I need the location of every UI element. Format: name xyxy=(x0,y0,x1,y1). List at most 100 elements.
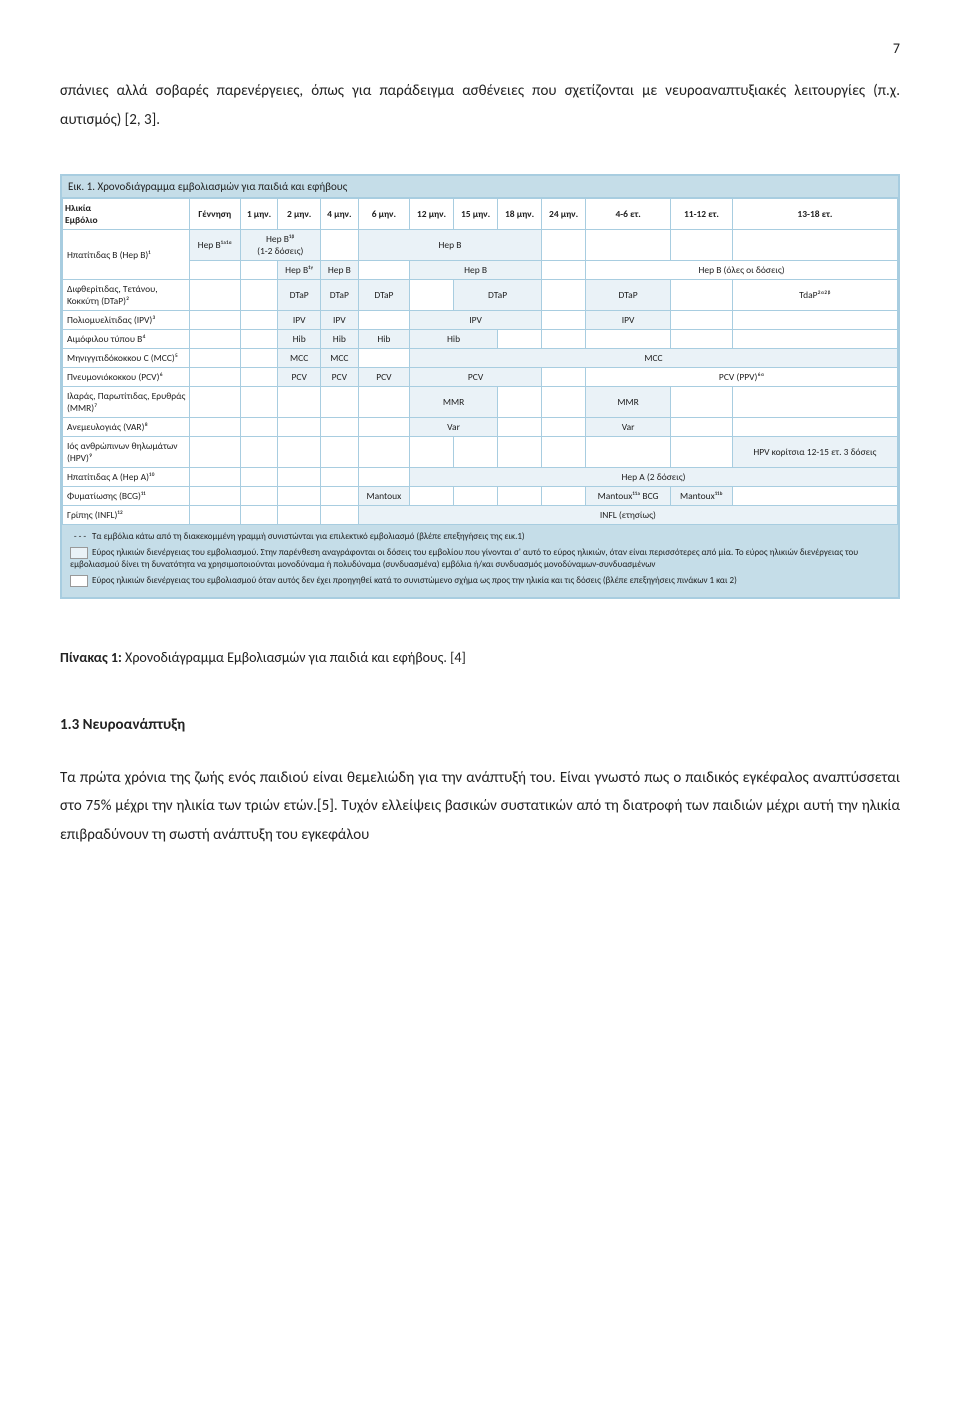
table-cell xyxy=(240,418,278,437)
table-cell: Mantoux¹¹ᵃ BCG xyxy=(586,487,671,506)
table-cell: Hep B (όλες οι δόσεις) xyxy=(586,261,898,280)
table-row: Ανεμευλογιάς (VAR)⁸VarVar xyxy=(63,418,898,437)
table-cell xyxy=(358,311,409,330)
table-cell: Hib xyxy=(358,330,409,349)
table-cell xyxy=(732,330,897,349)
table-cell: DTaP xyxy=(320,280,358,311)
column-header: 6 μην. xyxy=(358,199,409,230)
figure-footnotes: - - - Τα εμβόλια κάτω από τη διακεκομμέν… xyxy=(62,525,898,597)
footnote-line: Εύρος ηλικιών διενέργειας του εμβολιασμο… xyxy=(70,575,890,588)
table-cell xyxy=(454,437,498,468)
table-cell xyxy=(278,418,321,437)
table-cell xyxy=(498,487,542,506)
table-cell: Hep B xyxy=(358,230,541,261)
table-cell xyxy=(542,230,586,261)
vaccine-label: Φυματίωσης (BCG)¹¹ xyxy=(63,487,190,506)
vaccine-label: Αιμόφιλου τύπου Β⁴ xyxy=(63,330,190,349)
vaccine-label: Ηπατίτιδας Α (Hep A)¹⁰ xyxy=(63,468,190,487)
table-cell xyxy=(358,437,409,468)
table-cell xyxy=(498,418,542,437)
table-cell xyxy=(240,387,278,418)
column-header: Γέννηση xyxy=(190,199,241,230)
table-cell: Hep B¹ᵝ (1-2 δόσεις) xyxy=(240,230,320,261)
column-header: 15 μην. xyxy=(454,199,498,230)
footnote-line: Εύρος ηλικιών διενέργειας του εμβολιασμο… xyxy=(70,547,890,572)
table-cell: Mantoux¹¹ᵇ xyxy=(671,487,733,506)
table-cell: DTaP xyxy=(278,280,321,311)
table-cell: PCV (PPV)⁶ᵅ xyxy=(586,368,898,387)
vaccine-label: Διφθερίτιδας, Τετάνου, Κοκκύτη (DTaP)² xyxy=(63,280,190,311)
table-cell xyxy=(278,468,321,487)
table-cell xyxy=(671,280,733,311)
table-cell xyxy=(320,506,358,525)
table-row: Γρίπης (INFL)¹²INFL (ετησίως) xyxy=(63,506,898,525)
table-cell xyxy=(190,349,241,368)
table-cell xyxy=(190,330,241,349)
table-cell: PCV xyxy=(410,368,542,387)
table-cell xyxy=(732,230,897,261)
table-row: Ηπατίτιδας Α (Hep A)¹⁰Hep A (2 δόσεις) xyxy=(63,468,898,487)
table-cell: MCC xyxy=(410,349,898,368)
table-cell xyxy=(320,387,358,418)
table-cell xyxy=(671,418,733,437)
vaccine-label: Πνευμονιόκοκκου (PCV)⁶ xyxy=(63,368,190,387)
table-cell: MMR xyxy=(410,387,498,418)
table-cell xyxy=(542,330,586,349)
figure-title: Εικ. 1. Χρονοδιάγραμμα εμβολιασμών για π… xyxy=(62,176,898,198)
table-cell xyxy=(240,280,278,311)
table-cell: IPV xyxy=(586,311,671,330)
table-row: Διφθερίτιδας, Τετάνου, Κοκκύτη (DTaP)² DT… xyxy=(63,280,898,311)
vaccination-figure: Εικ. 1. Χρονοδιάγραμμα εμβολιασμών για π… xyxy=(60,174,900,599)
vaccination-table: Ηλικία ΕμβόλιοΓέννηση1 μην.2 μην.4 μην.6… xyxy=(62,198,898,525)
table-cell: IPV xyxy=(410,311,542,330)
table-cell xyxy=(320,418,358,437)
table-cell xyxy=(240,311,278,330)
table-cell: Hib xyxy=(278,330,321,349)
section-title: 1.3 Νευροανάπτυξη xyxy=(60,716,900,734)
table-cell: MCC xyxy=(278,349,321,368)
table-cell xyxy=(358,261,409,280)
table-row: Αιμόφιλου τύπου Β⁴HibHibHibHib xyxy=(63,330,898,349)
column-header: 24 μην. xyxy=(542,199,586,230)
table-row: Μηνιγγιτιδόκοκκου C (MCC)⁵MCCMCCMCC xyxy=(63,349,898,368)
column-header: 18 μην. xyxy=(498,199,542,230)
table-cell xyxy=(542,387,586,418)
table-cell xyxy=(498,437,542,468)
table-row: Ηπατίτιδας Β (Hep B)¹Hep B¹ᵃ¹ᵅHep B¹ᵝ (1… xyxy=(63,230,898,261)
table-cell xyxy=(240,437,278,468)
vaccine-label: Μηνιγγιτιδόκοκκου C (MCC)⁵ xyxy=(63,349,190,368)
body-paragraph: Τα πρώτα χρόνια της ζωής ενός παιδιού εί… xyxy=(60,764,900,850)
table-cell xyxy=(190,437,241,468)
column-header: 4-6 ετ. xyxy=(586,199,671,230)
table-cell xyxy=(732,487,897,506)
table-cell xyxy=(671,387,733,418)
table-cell xyxy=(278,437,321,468)
table-cell xyxy=(190,387,241,418)
vaccine-label: Ιός ανθρώπινων θηλωμάτων (HPV)⁹ xyxy=(63,437,190,468)
caption-label: Πίνακας 1: xyxy=(60,649,125,666)
table-cell xyxy=(240,349,278,368)
table-cell xyxy=(320,468,358,487)
table-cell: DTaP xyxy=(586,280,671,311)
table-cell xyxy=(240,468,278,487)
table-cell: TdaP²ᵅ²ᵝ xyxy=(732,280,897,311)
table-cell xyxy=(410,280,454,311)
table-cell: DTaP xyxy=(358,280,409,311)
table-cell: IPV xyxy=(278,311,321,330)
table-cell: IPV xyxy=(320,311,358,330)
table-cell xyxy=(542,487,586,506)
table-row: Ιλαράς, Παρωτίτιδας, Ερυθράς (ΜΜR)⁷MMRMM… xyxy=(63,387,898,418)
table-cell xyxy=(358,387,409,418)
intro-paragraph: σπάνιες αλλά σοβαρές παρενέργειες, όπως … xyxy=(60,77,900,134)
table-cell xyxy=(278,387,321,418)
table-cell: Hib xyxy=(320,330,358,349)
table-cell: DTaP xyxy=(454,280,542,311)
table-cell xyxy=(278,506,321,525)
table-cell xyxy=(190,280,241,311)
table-header-row: Ηλικία ΕμβόλιοΓέννηση1 μην.2 μην.4 μην.6… xyxy=(63,199,898,230)
table-cell: Var xyxy=(586,418,671,437)
table-cell xyxy=(542,368,586,387)
table-cell: PCV xyxy=(358,368,409,387)
table-cell xyxy=(190,468,241,487)
table-cell xyxy=(732,311,897,330)
